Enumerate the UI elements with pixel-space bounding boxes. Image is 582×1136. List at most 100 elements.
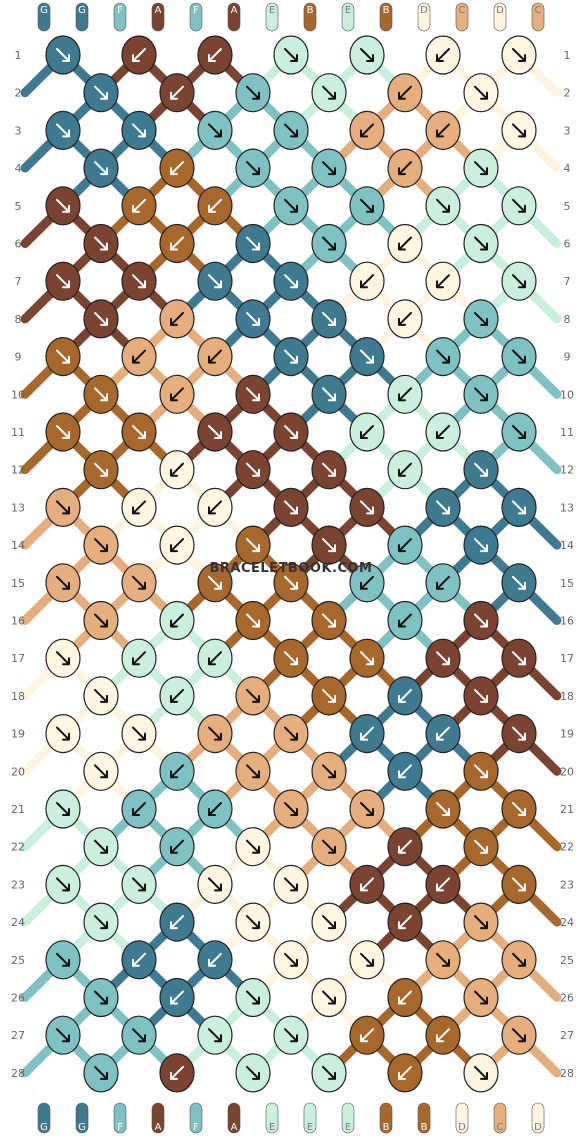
knot <box>121 864 157 905</box>
arrow-down-right-icon <box>360 198 374 213</box>
knot <box>349 110 385 150</box>
knot <box>235 902 271 942</box>
row-label-left: 27 <box>11 1029 25 1042</box>
knot <box>273 713 309 754</box>
arrow-down-right-icon <box>94 1065 108 1080</box>
knot <box>235 525 271 565</box>
arrow-down-right-icon <box>246 1065 260 1080</box>
arrow-down-right-icon <box>56 802 70 816</box>
row-label-right: 6 <box>564 238 571 251</box>
knot <box>45 789 81 829</box>
arrow-down-right-icon <box>56 575 70 590</box>
arrow-down-right-icon <box>436 802 450 816</box>
strand-letter: G <box>78 5 86 16</box>
knot <box>121 186 157 226</box>
knot <box>425 563 461 603</box>
arrow-down-right-icon <box>284 425 298 439</box>
knot <box>273 337 309 377</box>
row-label-left: 4 <box>15 162 22 175</box>
knot <box>501 864 537 905</box>
strand-letter: E <box>345 1122 351 1133</box>
arrow-down-right-icon <box>322 915 336 930</box>
knot <box>159 751 195 791</box>
row-label-right: 26 <box>560 992 574 1005</box>
arrow-down-right-icon <box>246 915 260 930</box>
arrow-down-right-icon <box>322 311 336 326</box>
knot <box>273 261 309 301</box>
strand-top: C <box>531 2 545 32</box>
row-label-left: 28 <box>11 1067 25 1080</box>
arrow-down-right-icon <box>436 500 450 515</box>
strand-letter: F <box>193 1122 199 1133</box>
arrow-down-right-icon <box>94 764 108 779</box>
row-label-left: 14 <box>11 539 25 552</box>
knot <box>463 223 499 264</box>
watermark: BRACELETBOOK.COM <box>210 561 373 576</box>
knot <box>463 977 499 1018</box>
arrow-down-left-icon <box>170 1065 184 1080</box>
arrow-down-right-icon <box>132 877 146 892</box>
arrow-down-left-icon <box>398 688 412 703</box>
knot <box>45 487 81 527</box>
strand-bottom: E <box>341 1102 355 1134</box>
knot <box>273 940 309 980</box>
knot <box>121 1015 157 1055</box>
knot <box>311 751 347 791</box>
strand-letter: D <box>420 5 428 16</box>
arrow-down-left-icon <box>208 198 222 213</box>
knot <box>197 487 233 527</box>
strand-letter: F <box>117 5 123 16</box>
arrow-down-right-icon <box>246 462 260 477</box>
arrow-down-right-icon <box>208 877 222 892</box>
arrow-down-left-icon <box>132 802 146 816</box>
knot <box>387 1053 423 1093</box>
arrow-down-right-icon <box>512 802 526 816</box>
row-label-left: 23 <box>11 878 25 891</box>
arrow-down-right-icon <box>512 349 526 364</box>
arrow-down-right-icon <box>284 274 298 289</box>
knot <box>311 223 347 264</box>
arrow-down-right-icon <box>322 613 336 628</box>
arrow-down-right-icon <box>360 651 374 666</box>
knot <box>463 1053 499 1093</box>
arrow-down-right-icon <box>246 311 260 326</box>
knot <box>387 902 423 942</box>
row-label-left: 26 <box>11 992 25 1005</box>
strand-bottom: G <box>75 1102 89 1134</box>
row-label-left: 13 <box>11 501 25 514</box>
knot <box>83 902 119 942</box>
arrow-down-right-icon <box>56 123 70 138</box>
knot <box>501 789 537 829</box>
strand-top: D <box>493 2 507 32</box>
knot <box>235 450 271 490</box>
arrow-down-right-icon <box>474 538 488 553</box>
row-label-right: 22 <box>560 841 574 854</box>
arrow-down-left-icon <box>398 85 412 100</box>
arrow-down-right-icon <box>56 1028 70 1043</box>
arrow-down-right-icon <box>246 990 260 1005</box>
arrow-down-right-icon <box>284 349 298 364</box>
row-label-right: 10 <box>560 388 574 401</box>
row-label-right: 19 <box>560 728 574 741</box>
strand-letter: G <box>40 5 48 16</box>
strand-top: F <box>189 2 203 32</box>
arrow-down-left-icon <box>360 123 374 138</box>
knot <box>121 563 157 603</box>
knot <box>235 827 271 867</box>
arrow-down-right-icon <box>322 538 336 553</box>
knot <box>159 525 195 565</box>
row-label-right: 7 <box>564 275 571 288</box>
knot <box>501 713 537 754</box>
knot <box>273 864 309 905</box>
arrow-down-right-icon <box>322 1065 336 1080</box>
arrow-down-left-icon <box>132 500 146 515</box>
strand-top: A <box>227 2 241 32</box>
arrow-down-left-icon <box>208 651 222 666</box>
knot <box>83 827 119 867</box>
knot <box>45 1015 81 1055</box>
arrow-down-right-icon <box>94 538 108 553</box>
knot <box>273 412 309 452</box>
arrow-down-left-icon <box>398 462 412 477</box>
row-label-left: 25 <box>11 954 25 967</box>
arrow-down-left-icon <box>132 349 146 364</box>
